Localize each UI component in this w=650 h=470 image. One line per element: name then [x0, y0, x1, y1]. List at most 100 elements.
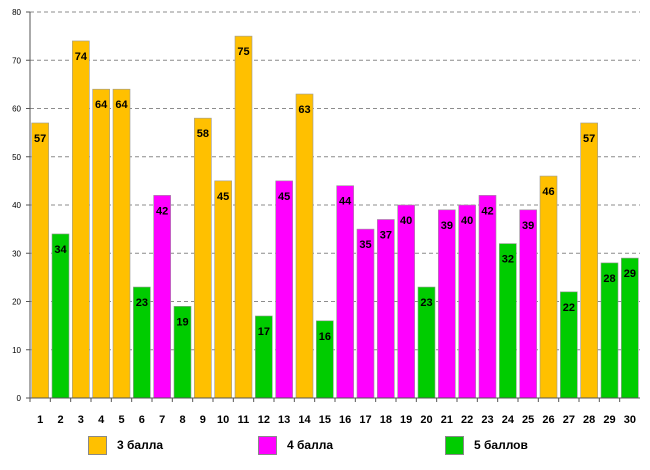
x-tick-label: 11	[238, 414, 250, 426]
data-label-12: 17	[258, 326, 270, 338]
y-tick-label: 40	[12, 201, 21, 210]
data-label-25: 39	[522, 220, 534, 232]
data-label-15: 16	[319, 331, 331, 343]
bar-1	[31, 122, 49, 399]
data-label-4: 64	[95, 99, 108, 111]
x-tick-label: 25	[522, 414, 534, 426]
bar-26	[539, 175, 558, 399]
data-label-21: 39	[441, 220, 453, 232]
legend-item-5-ballov: 5 баллов	[445, 433, 528, 457]
x-tick-label: 1	[37, 414, 43, 426]
data-label-6: 23	[136, 297, 148, 309]
x-tick-label: 23	[481, 414, 493, 426]
x-tick-label: 13	[278, 414, 290, 426]
bar-3	[72, 40, 90, 399]
legend-label-4-balla: 4 балла	[287, 438, 334, 452]
data-label-17: 35	[359, 239, 371, 251]
legend-label-5-ballov: 5 баллов	[474, 438, 528, 452]
data-label-19: 40	[400, 215, 412, 227]
y-axis-ticks: 0 10 20 30 40 50 60 70 80	[12, 8, 30, 403]
bar-10	[214, 180, 232, 399]
x-tick-label: 2	[57, 414, 63, 426]
data-label-16: 44	[339, 196, 352, 208]
y-tick-label: 0	[17, 394, 22, 403]
data-label-11: 75	[237, 46, 249, 58]
x-tick-label: 18	[380, 414, 392, 426]
bar-7	[153, 195, 171, 399]
data-label-10: 45	[217, 191, 229, 203]
x-tick-label: 4	[98, 414, 105, 426]
y-tick-label: 80	[12, 8, 21, 17]
bar-28	[580, 122, 598, 399]
bar-21	[438, 209, 456, 399]
bar-25	[519, 209, 537, 399]
bar-22	[458, 204, 476, 399]
x-tick-label: 14	[298, 414, 311, 426]
x-tick-label: 12	[258, 414, 270, 426]
x-tick-label: 19	[400, 414, 412, 426]
x-tick-label: 30	[624, 414, 636, 426]
x-tick-label: 21	[441, 414, 453, 426]
bar-18	[377, 219, 395, 399]
x-tick-label: 3	[78, 414, 84, 426]
legend-item-4-balla: 4 балла	[258, 433, 333, 457]
x-tick-label: 9	[200, 414, 206, 426]
data-label-8: 19	[176, 316, 188, 328]
legend-item-3-balla: 3 балла	[88, 433, 163, 457]
data-label-29: 28	[603, 273, 615, 285]
x-tick-label: 6	[139, 414, 145, 426]
data-label-26: 46	[542, 186, 554, 198]
y-tick-label: 30	[12, 249, 21, 258]
legend-swatch-5-ballov	[445, 435, 464, 455]
data-label-13: 45	[278, 191, 290, 203]
x-tick-label: 28	[583, 414, 595, 426]
data-label-23: 42	[481, 205, 493, 217]
legend-label-3-balla: 3 балла	[117, 438, 164, 452]
data-label-30: 29	[624, 268, 636, 280]
bar-23	[478, 195, 497, 399]
bar-16	[336, 185, 354, 399]
data-label-27: 22	[563, 302, 575, 314]
gridlines	[30, 11, 640, 351]
x-tick-label: 5	[118, 414, 124, 426]
data-label-9: 58	[197, 128, 209, 140]
bars: 57 34 74 64 64 23 42 19 58 45 75 17 45 63 16 44 35 37 40 23…	[31, 35, 639, 399]
x-tick-label: 8	[179, 414, 185, 426]
data-label-14: 63	[298, 104, 310, 116]
data-label-28: 57	[583, 133, 595, 145]
x-tick-label: 10	[217, 414, 229, 426]
x-tick-label: 20	[420, 414, 432, 426]
bar-13	[275, 180, 293, 399]
bar-5	[112, 88, 131, 399]
x-tick-label: 27	[563, 414, 575, 426]
data-label-22: 40	[461, 215, 473, 227]
y-tick-label: 50	[12, 153, 21, 162]
data-label-7: 42	[156, 205, 168, 217]
bar-14	[295, 93, 314, 399]
x-tick-label: 16	[339, 414, 351, 426]
data-label-18: 37	[380, 229, 392, 241]
legend-swatch-3-balla	[88, 435, 107, 455]
bar-19	[397, 204, 415, 399]
x-axis-ticks: 1 2 3 4 5 6 7 8 9 10 11 12 13 14 15 16 17 18 19 20 21 22 23 24 2…	[29, 398, 636, 426]
x-tick-label: 15	[319, 414, 331, 426]
bar-17	[356, 228, 375, 399]
data-label-3: 74	[75, 51, 88, 63]
data-label-24: 32	[502, 254, 514, 266]
x-tick-label: 22	[461, 414, 473, 426]
bar-11	[234, 35, 253, 399]
y-tick-label: 70	[12, 56, 21, 65]
y-tick-label: 60	[12, 105, 21, 114]
x-tick-label: 29	[603, 414, 615, 426]
bar-4	[92, 88, 110, 399]
data-label-2: 34	[54, 244, 67, 256]
y-tick-label: 20	[12, 298, 21, 307]
x-tick-label: 24	[502, 414, 515, 426]
x-tick-label: 26	[542, 414, 554, 426]
bar-24	[499, 243, 517, 399]
bar-9	[194, 117, 212, 399]
y-tick-label: 10	[12, 346, 21, 355]
x-tick-label: 7	[159, 414, 165, 426]
x-tick-label: 17	[359, 414, 371, 426]
